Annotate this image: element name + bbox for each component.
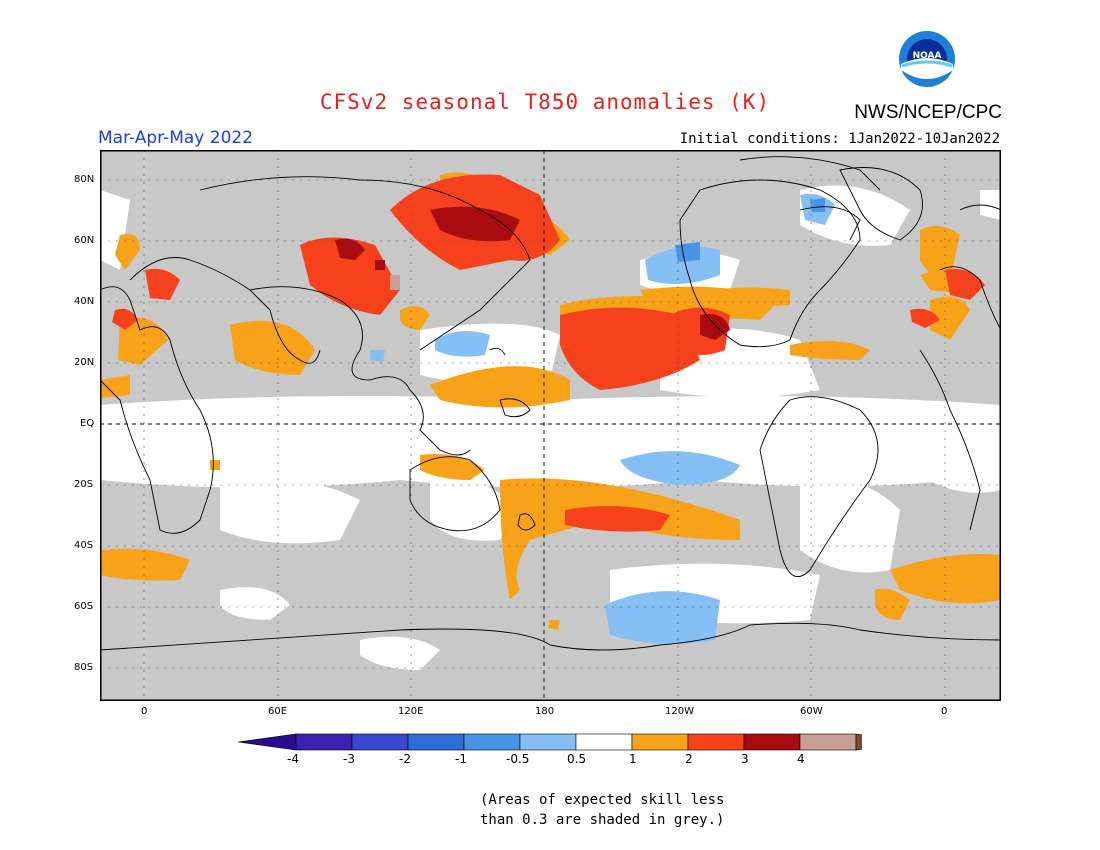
lat-label-80s: 80S — [74, 662, 94, 673]
lon-label-0-right: 0 — [941, 706, 948, 717]
colorbar-segment-6 — [631, 733, 689, 751]
lat-label-40s: 40S — [74, 540, 94, 551]
lon-label-0: 0 — [141, 706, 148, 717]
lon-label-120w: 120W — [665, 706, 694, 717]
lon-label-120e: 120E — [398, 706, 424, 717]
svg-text:NOAA: NOAA — [913, 51, 942, 61]
colorbar-label-0p5: 0.5 — [567, 752, 587, 766]
colorbar-high-arrow — [855, 733, 862, 751]
lat-label-20s: 20S — [74, 479, 94, 490]
anomaly-3-4 — [390, 275, 400, 290]
colorbar-label-3: 3 — [741, 752, 749, 766]
lat-label-80n: 80N — [74, 174, 95, 185]
colorbar-segment-5 — [575, 733, 633, 751]
colorbar-label-neg4: -4 — [287, 752, 299, 766]
footnote-line-2: than 0.3 are shaded in grey.) — [480, 812, 725, 828]
agency-label: NWS/NCEP/CPC — [854, 102, 1002, 123]
colorbar-label-2: 2 — [685, 752, 693, 766]
colorbar-segment-8 — [743, 733, 801, 751]
colorbar-segment-3 — [463, 733, 521, 751]
colorbar-segment-1 — [351, 733, 409, 751]
anomaly-map — [100, 150, 1001, 701]
lat-label-eq: EQ — [80, 418, 95, 429]
initial-conditions-label: Initial conditions: 1Jan2022-10Jan2022 — [679, 131, 1000, 147]
map-frame — [100, 150, 1001, 701]
lat-label-20n: 20N — [74, 357, 95, 368]
season-label: Mar-Apr-May 2022 — [98, 128, 254, 148]
colorbar-segment-9 — [799, 733, 857, 751]
anomaly-neg0p5-1 — [370, 193, 835, 644]
colorbar-label-1: 1 — [629, 752, 637, 766]
colorbar-segment-4 — [519, 733, 577, 751]
colorbar — [238, 733, 862, 751]
coastlines — [100, 156, 1001, 651]
chart-title: CFSv2 seasonal T850 anomalies (K) — [319, 90, 771, 114]
colorbar-label-neg1: -1 — [455, 752, 467, 766]
colorbar-segment-2 — [407, 733, 465, 751]
colorbar-segment-7 — [687, 733, 745, 751]
lat-label-60n: 60N — [74, 235, 95, 246]
footnote-line-1: (Areas of expected skill less — [480, 792, 725, 808]
colorbar-segment-0 — [295, 733, 353, 751]
anomaly-neg1-2 — [675, 198, 825, 262]
colorbar-label-neg2: -2 — [399, 752, 411, 766]
lon-label-60e: 60E — [268, 706, 288, 717]
colorbar-label-neg0p5: -0.5 — [506, 752, 530, 766]
noaa-logo-icon: NOAA — [899, 31, 955, 87]
lat-label-40n: 40N — [74, 296, 95, 307]
colorbar-label-neg3: -3 — [343, 752, 355, 766]
lon-label-180: 180 — [535, 706, 555, 717]
colorbar-low-arrow — [238, 733, 297, 751]
equator-dateline — [100, 150, 1001, 701]
lon-label-60w: 60W — [800, 706, 823, 717]
anomaly-0p5-1 — [100, 172, 1001, 630]
lat-label-60s: 60S — [74, 601, 94, 612]
colorbar-label-4: 4 — [797, 752, 805, 766]
anomaly-2-3 — [335, 206, 730, 340]
